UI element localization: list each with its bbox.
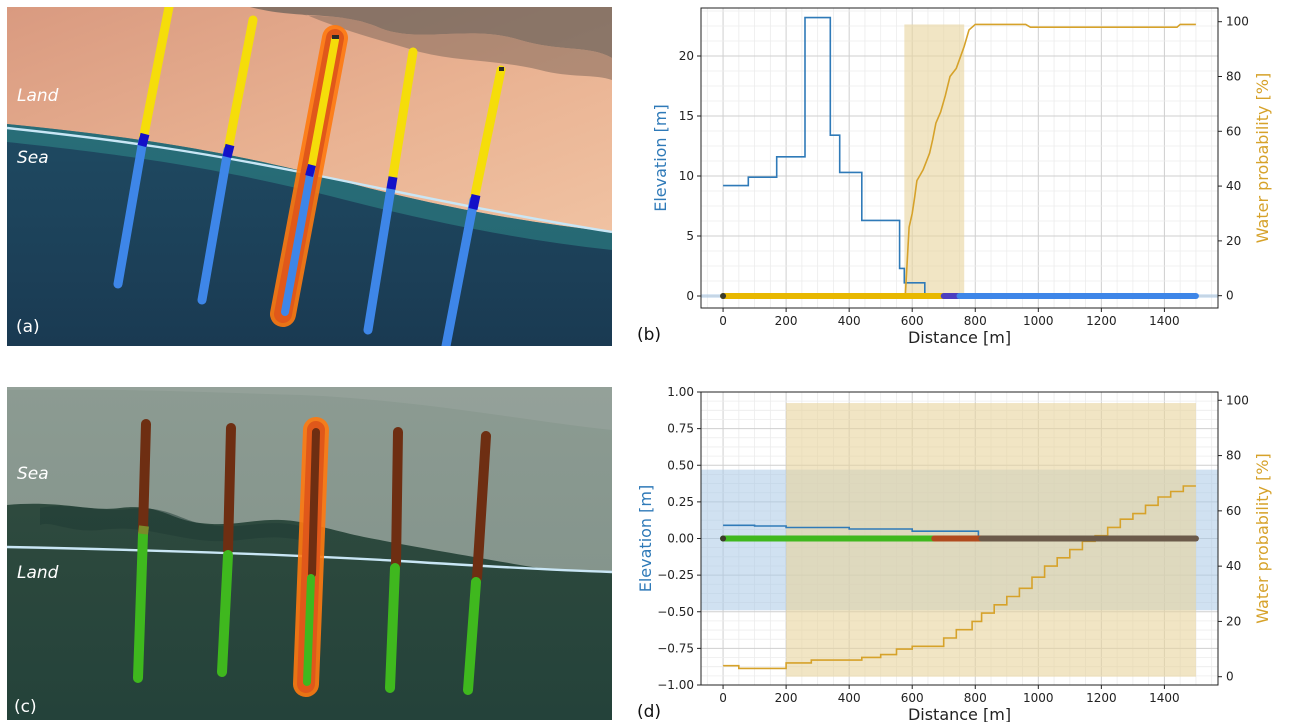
transect-2 [217,423,236,677]
x-tick-label: 0 [719,314,727,328]
shoreline-line [7,545,612,574]
y-axis-label: Elevation [m] [651,104,670,211]
y-tick-label: −0.25 [657,568,694,582]
x-tick-label: 1000 [1023,314,1054,328]
elevation-line [723,524,1196,540]
panel-b-label: (b) [637,325,661,345]
y2-tick-label: 80 [1226,69,1241,83]
y-tick-label: 0.50 [667,458,694,472]
x-tick-label: 600 [901,314,924,328]
y2-tick-label: 40 [1226,559,1241,573]
panel-a-label: (a) [16,317,40,337]
y-tick-label: 10 [679,169,694,183]
y-axis-label: Elevation [m] [636,485,655,592]
transect-3-highlighted [293,417,329,697]
x-tick-label: 800 [964,691,987,705]
chart-b: 0 200 400 600 800 1000 1200 1400051015200204060… [637,7,1272,347]
land-texture [40,506,300,542]
y2-tick-label: 0 [1226,670,1234,684]
transect-2 [197,15,258,305]
panel-c-label: (c) [14,697,37,717]
y-tick-label: 20 [679,49,694,63]
x-tick-label: 1200 [1086,314,1117,328]
x-tick-label: 200 [775,691,798,705]
transect-5 [463,431,491,695]
plot-frame [700,7,1219,309]
y2-tick-label: 60 [1226,504,1241,518]
transect-4 [385,427,403,693]
y-tick-label: 0.25 [667,495,694,509]
y2-tick-label: 0 [1226,289,1234,303]
x-tick-label: 400 [838,314,861,328]
transect-4 [363,47,418,335]
y-tick-label: −0.75 [657,641,694,655]
x-tick-label: 800 [964,314,987,328]
elevation-line [723,16,1196,297]
rock-outcrop [250,7,612,58]
x-axis-label: Distance [m] [908,705,1011,722]
x-tick-label: 1000 [1023,691,1054,705]
y2-tick-label: 40 [1226,179,1241,193]
y-tick-label: −1.00 [657,678,694,692]
y-tick-label: 0.00 [667,532,694,546]
x-tick-label: 200 [775,314,798,328]
transition-zone-band [904,24,965,296]
y2-tick-label: 100 [1226,393,1249,407]
transect-start-point [720,293,727,299]
y2-tick-label: 20 [1226,234,1241,248]
y-tick-label: −0.50 [657,605,694,619]
x-tick-label: 400 [838,691,861,705]
land-label: Land [17,86,59,106]
chart-d: 0 200 400 600 800 1000 1200 1400−1.00−0.75−0.50… [636,385,1272,722]
y-tick-label: 15 [679,109,694,123]
transect-5 [441,65,506,346]
transect-start-point [720,535,727,542]
x-tick-label: 0 [719,691,727,705]
water-probability-line [723,23,1196,297]
x-tick-label: 1400 [1149,691,1180,705]
rock-texture [300,12,612,80]
transect-1 [133,419,151,683]
x-tick-label: 1200 [1086,691,1117,705]
land-label: Land [17,563,59,583]
y2-axis-label: Water probability [%] [1253,73,1272,244]
transect-1 [113,7,174,289]
y-tick-label: 5 [686,229,694,243]
water-probability-line [723,485,1196,670]
x-axis-label: Distance [m] [908,328,1011,347]
haze [7,387,612,430]
y2-tick-label: 80 [1226,449,1241,463]
sea-label: Sea [17,464,49,484]
y-tick-label: 0 [686,289,694,303]
panel-a-satellite-image: Land Sea (a) [7,7,612,346]
x-tick-label: 600 [901,691,924,705]
y2-tick-label: 20 [1226,614,1241,628]
y2-tick-label: 60 [1226,124,1241,138]
y-tick-label: 0.75 [667,422,694,436]
panel-d-label: (d) [637,702,661,722]
y-tick-label: 1.00 [667,385,694,399]
sea-label: Sea [17,148,49,168]
y2-axis-label: Water probability [%] [1253,453,1272,624]
transect-3-highlighted [270,25,348,327]
x-tick-label: 1400 [1149,314,1180,328]
y2-tick-label: 100 [1226,15,1249,29]
panel-c-satellite-image: Sea Land (c) [7,387,612,720]
